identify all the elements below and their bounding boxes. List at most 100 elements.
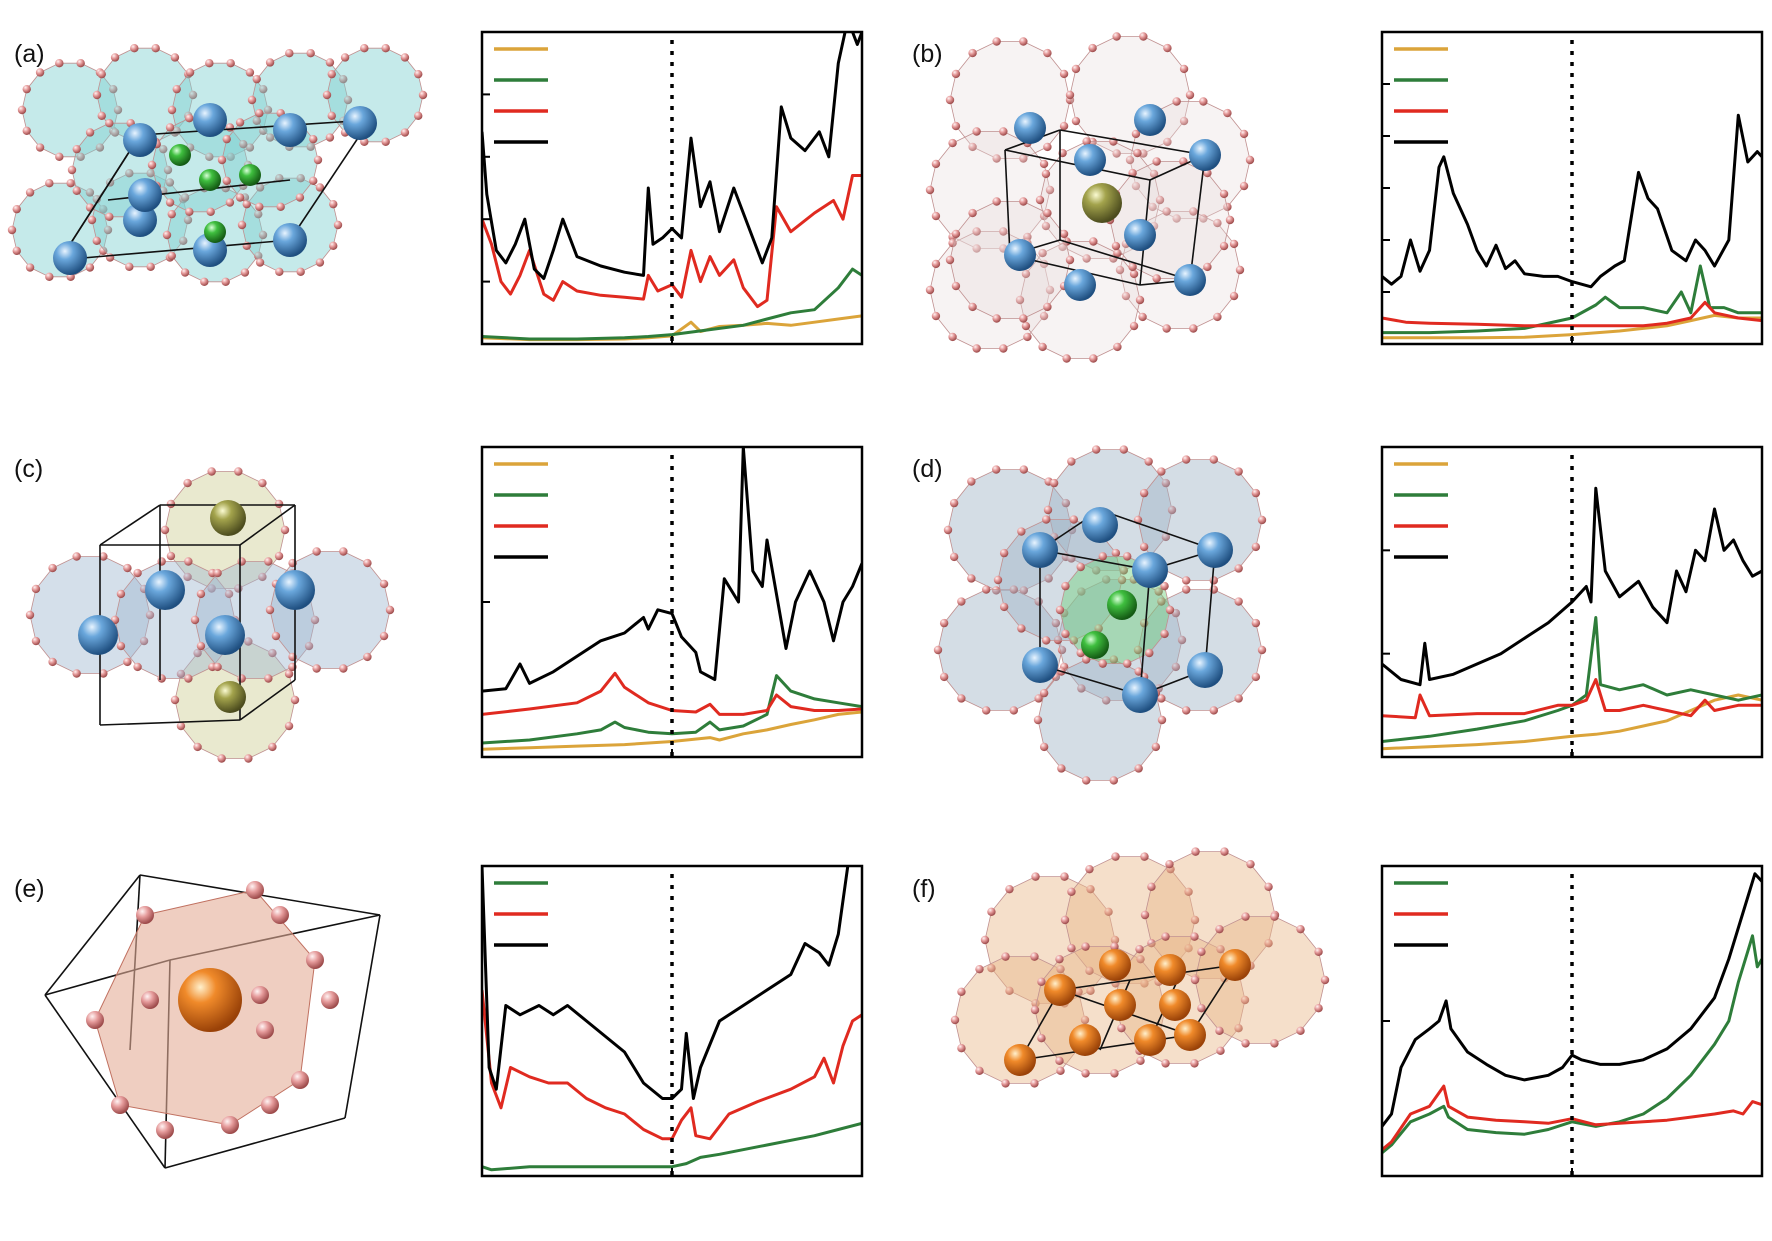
hydrogen-atom xyxy=(276,202,285,211)
cell-edge xyxy=(1099,509,1216,551)
hydrogen-atom xyxy=(1216,1046,1225,1056)
hydrogen-atom xyxy=(125,262,134,271)
hydrogen-atom xyxy=(1043,302,1052,312)
hydrogen-atom xyxy=(972,227,981,236)
hydrogen-atom xyxy=(992,197,1001,206)
ca-atom xyxy=(1014,112,1046,144)
hydrogen-atom xyxy=(968,142,977,152)
hydrogen-atom xyxy=(1182,576,1191,585)
hydrogen-atom xyxy=(1163,137,1172,147)
hydrogen-atom xyxy=(1092,445,1101,454)
hydrogen-atom xyxy=(261,1096,279,1114)
hydrogen-atom xyxy=(400,53,410,62)
series-line-mg xyxy=(482,1121,862,1172)
hydrogen-atom xyxy=(1123,659,1132,668)
hydrogen-atom xyxy=(1190,975,1200,985)
hydrogen-atom xyxy=(1235,265,1245,275)
series-line-total xyxy=(1382,113,1762,289)
hydrogen-atom xyxy=(363,558,372,568)
hydrogen-atom xyxy=(982,585,991,594)
hydrogen-atom xyxy=(309,134,318,144)
hydrogen-atom xyxy=(1115,265,1125,275)
hydrogen-atom xyxy=(207,584,216,593)
hydrogen-atom xyxy=(99,246,108,256)
hydrogen-atom xyxy=(170,695,180,705)
hydrogen-atom xyxy=(957,987,966,996)
hydrogen-atom xyxy=(1060,872,1069,881)
ca-atom xyxy=(1124,219,1156,251)
hydrogen-atom xyxy=(99,669,108,678)
hydrogen-atom xyxy=(113,105,123,115)
hydrogen-atom xyxy=(951,69,961,79)
hydrogen-atom xyxy=(48,657,57,667)
hydrogen-atom xyxy=(315,183,325,192)
hydrogen-atom xyxy=(310,615,320,625)
hydrogen-atom xyxy=(1019,154,1028,163)
hydrogen-atom xyxy=(951,281,961,291)
hydrogen-atom xyxy=(1061,581,1070,591)
hydrogen-atom xyxy=(1225,215,1235,225)
hydrogen-atom xyxy=(1264,882,1273,891)
hydrogen-atom xyxy=(933,645,943,655)
hydrogen-atom xyxy=(980,935,990,945)
hydrogen-atom xyxy=(1179,116,1189,126)
hydrogen-atom xyxy=(1056,1066,1065,1076)
hydrogen-atom xyxy=(180,193,190,202)
hydrogen-atom xyxy=(1085,966,1094,976)
hydrogen-atom xyxy=(312,547,321,556)
hydrogen-atom xyxy=(1098,659,1107,668)
hydrogen-atom xyxy=(1117,575,1127,585)
zr-atom xyxy=(1081,631,1109,659)
hydrogen-atom xyxy=(1051,618,1061,628)
hydrogen-atom xyxy=(105,119,114,128)
hydrogen-atom xyxy=(166,551,176,561)
mg-atom xyxy=(178,968,242,1032)
hydrogen-atom xyxy=(957,694,966,703)
hydrogen-atom xyxy=(414,69,423,79)
hydrogen-atom xyxy=(255,109,264,118)
hydrogen-atom xyxy=(1241,1039,1250,1048)
hydrogen-atom xyxy=(85,188,95,197)
hydrogen-atom xyxy=(296,174,305,183)
hydrogen-atom xyxy=(1071,116,1081,126)
hydrogen-atom xyxy=(31,584,41,594)
ca-atom xyxy=(1174,264,1206,296)
hydrogen-atom xyxy=(146,169,155,178)
ca-atom xyxy=(1197,532,1233,568)
hydrogen-atom xyxy=(163,165,173,175)
hydrogen-atom xyxy=(1251,488,1261,498)
hydrogen-atom xyxy=(123,563,132,573)
hydrogen-atom xyxy=(1189,207,1198,216)
series-line-total xyxy=(1382,486,1762,687)
hydrogen-atom xyxy=(968,302,977,312)
hydrogen-atom xyxy=(12,204,21,214)
hydrogen-atom xyxy=(1037,1034,1046,1043)
hydrogen-atom xyxy=(1082,137,1091,146)
hydrogen-atom xyxy=(252,116,261,126)
hydrogen-atom xyxy=(196,641,206,651)
hydrogen-atom xyxy=(1165,859,1174,869)
hydrogen-atom xyxy=(1140,910,1150,920)
hydrogen-atom xyxy=(1182,585,1191,594)
hydrogen-atom xyxy=(237,220,247,230)
hydrogen-atom xyxy=(240,268,250,277)
hydrogen-atom xyxy=(972,127,981,136)
hydrogen-atom xyxy=(309,176,318,186)
hydrogen-atom xyxy=(1123,552,1132,561)
hydrogen-atom xyxy=(1165,605,1175,615)
ca-atom xyxy=(1134,104,1166,136)
hydrogen-atom xyxy=(315,258,325,267)
hydrogen-atom xyxy=(1071,64,1081,74)
hydrogen-atom xyxy=(254,209,263,219)
hydrogen-atom xyxy=(1296,1026,1305,1036)
hydrogen-atom xyxy=(1104,907,1113,916)
hydrogen-atom xyxy=(1098,552,1107,561)
hydrogen-atom xyxy=(1111,241,1121,251)
hydrogen-atom xyxy=(1119,566,1128,575)
hydrogen-atom xyxy=(92,194,101,204)
hydrogen-atom xyxy=(1161,1059,1170,1068)
hydrogen-atom xyxy=(167,251,176,261)
hydrogen-atom xyxy=(1133,645,1143,655)
hydrogen-atom xyxy=(92,236,101,246)
hydrogen-atom xyxy=(296,267,305,276)
